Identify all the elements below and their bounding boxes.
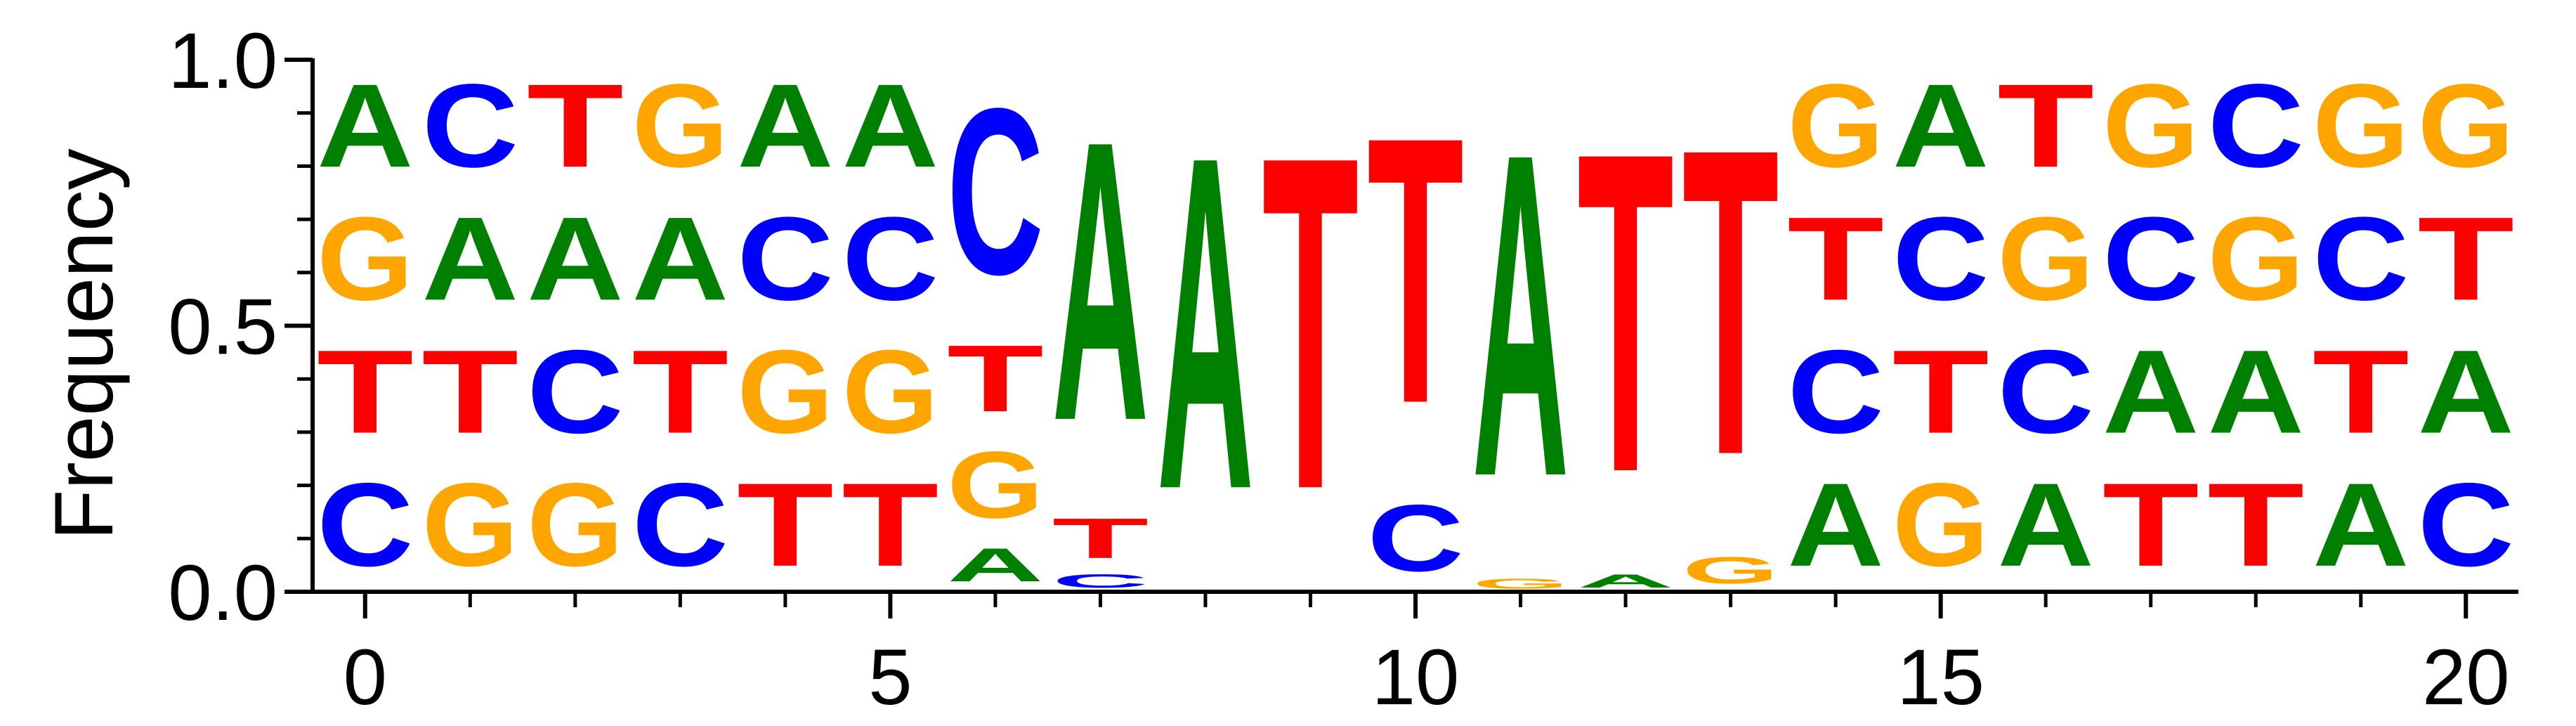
- logo-letter: T: [527, 60, 624, 192]
- logo-letter: T: [2417, 193, 2514, 325]
- logo-letter: T: [317, 326, 414, 458]
- logo-letter: T: [2207, 459, 2304, 591]
- logo-letter: T: [1262, 57, 1359, 588]
- logo-letter: A: [1052, 58, 1149, 503]
- logo-letter: C: [842, 193, 939, 325]
- y-tick-label: 0.0: [168, 549, 277, 637]
- logo-letter: A: [2417, 326, 2514, 459]
- logo-letter: T: [1052, 507, 1149, 571]
- logo-letter: C: [1787, 326, 1884, 459]
- logo-letter: T: [1997, 60, 2094, 192]
- logo-letter: C: [1052, 571, 1149, 592]
- logo-letter: G: [1472, 576, 1569, 592]
- logo-letter: A: [1997, 459, 2094, 592]
- logo-letter: T: [1367, 58, 1464, 482]
- x-tick-label: 15: [1897, 633, 1985, 721]
- logo-letter: A: [947, 539, 1044, 592]
- logo-letter: A: [1577, 571, 1674, 592]
- y-tick-label: 1.0: [168, 17, 277, 105]
- logo-letter: G: [2417, 59, 2514, 193]
- logo-letter: G: [842, 325, 939, 458]
- y-tick-label: 0.5: [168, 283, 277, 371]
- logo-letter: G: [1787, 59, 1884, 193]
- x-tick-label: 5: [868, 633, 912, 721]
- logo-letter: G: [632, 59, 729, 193]
- logo-letter: A: [317, 60, 414, 193]
- logo-letter: G: [737, 325, 834, 458]
- logo-letter: G: [2313, 59, 2410, 193]
- logo-letter: C: [2417, 459, 2514, 592]
- logo-letter: C: [422, 60, 519, 193]
- logo-letter: T: [1787, 193, 1884, 325]
- logo-letter: T: [842, 459, 939, 591]
- logo-letter: T: [1577, 57, 1674, 566]
- logo-letter: T: [1892, 326, 1989, 458]
- logo-letter: C: [1997, 326, 2094, 459]
- logo-letter: A: [1892, 60, 1989, 193]
- logo-letter: C: [2103, 193, 2199, 325]
- logo-letter: T: [737, 459, 834, 591]
- logo-letter: T: [947, 326, 1044, 432]
- logo-letter: C: [527, 326, 624, 459]
- y-axis-label-container: Frequency: [28, 0, 140, 722]
- logo-letter: C: [317, 459, 414, 592]
- logo-letter: G: [1997, 192, 2094, 325]
- logo-letter: C: [2313, 193, 2410, 325]
- logo-letter: A: [632, 193, 729, 325]
- logo-letter: A: [2103, 326, 2199, 459]
- logo-letter: T: [2103, 459, 2199, 591]
- x-tick-label: 10: [1372, 633, 1460, 721]
- logo-letter: A: [2313, 459, 2410, 592]
- y-axis-label: Frequency: [38, 148, 131, 540]
- x-tick-label: 20: [2422, 633, 2510, 721]
- logo-letter: G: [1682, 549, 1779, 591]
- logo-letter: T: [422, 326, 519, 458]
- logo-letter: C: [632, 459, 729, 592]
- logo-letter: T: [632, 326, 729, 458]
- logo-letter: A: [1157, 58, 1254, 588]
- logo-letter: G: [422, 458, 519, 591]
- logo-letter: C: [1367, 484, 1464, 590]
- logo-letter: A: [422, 193, 519, 325]
- logo-letter: C: [1892, 193, 1989, 325]
- logo-letter: C: [947, 60, 1044, 325]
- logo-letter: G: [2103, 59, 2199, 193]
- logo-letter: A: [1787, 459, 1884, 592]
- logo-letter: A: [2207, 326, 2304, 459]
- logo-letter: G: [527, 458, 624, 591]
- logo-letter: G: [2207, 192, 2304, 325]
- logo-letter: A: [737, 60, 834, 193]
- logo-letter: T: [2313, 326, 2410, 458]
- logo-letter: G: [947, 432, 1044, 538]
- x-tick-label: 0: [344, 633, 387, 721]
- logo-letter: C: [737, 193, 834, 325]
- logo-letter: T: [1682, 58, 1779, 546]
- logo-letter: A: [842, 60, 939, 193]
- logo-letter: G: [317, 192, 414, 325]
- logo-letter: A: [527, 193, 624, 325]
- logo-letter: A: [1472, 58, 1569, 573]
- logo-letter: C: [2207, 60, 2304, 193]
- logo-letter: G: [1892, 458, 1989, 591]
